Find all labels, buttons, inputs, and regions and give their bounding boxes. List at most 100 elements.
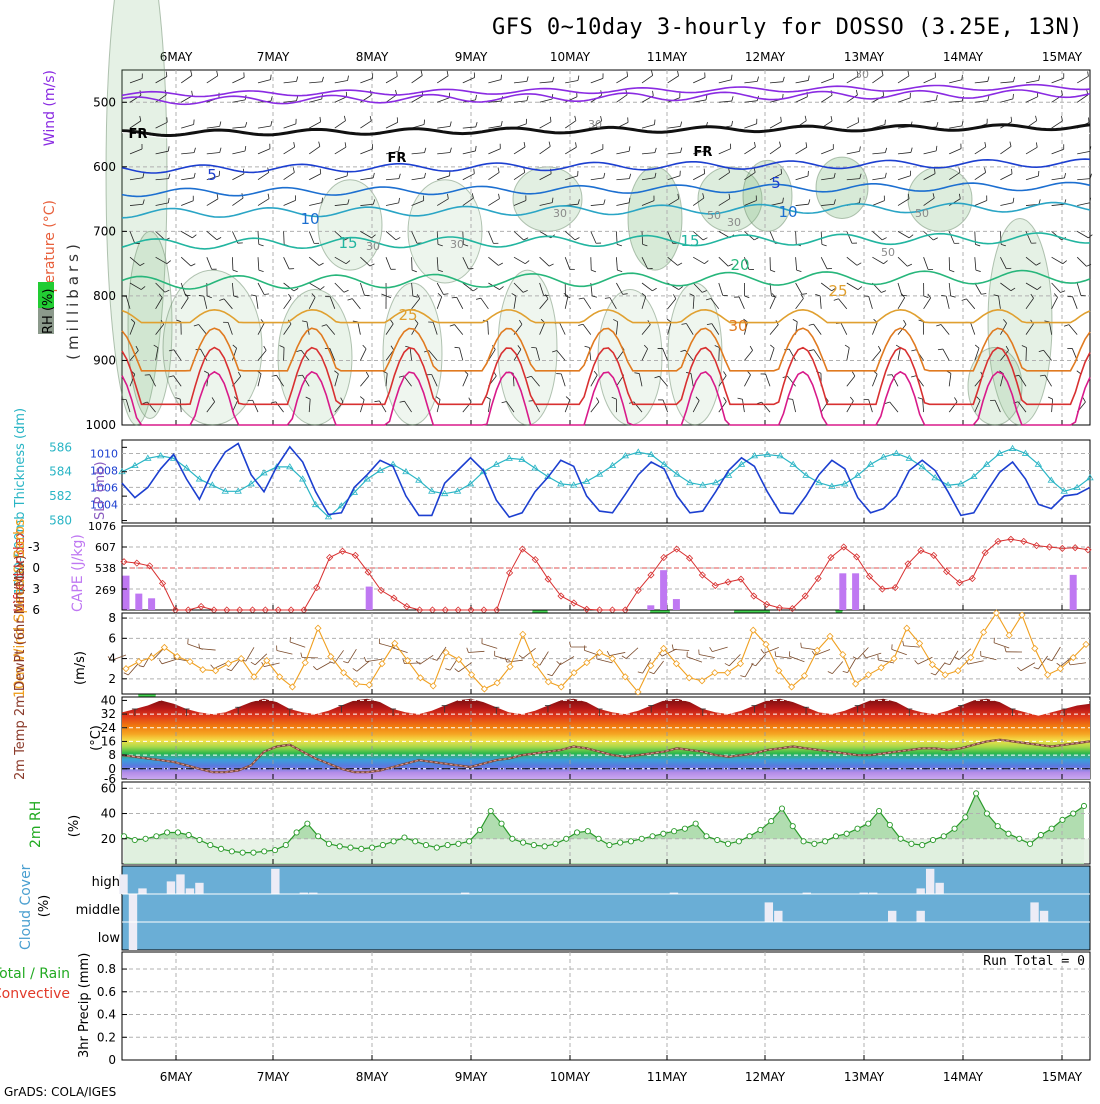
cloud-bar: [774, 911, 782, 922]
cape-bar: [135, 594, 142, 610]
cape-bar: [839, 573, 846, 610]
rh-point: [963, 815, 968, 820]
y-tick-label: 2: [108, 672, 116, 686]
y-tick-label: 800: [93, 289, 116, 303]
bottom-date-label: 8MAY: [356, 1070, 389, 1084]
rh-point: [434, 845, 439, 850]
rh-point: [941, 834, 946, 839]
y-tick-label: 6: [108, 631, 116, 645]
y-tick-label: 3: [32, 582, 40, 596]
cape-bar: [660, 570, 667, 610]
rh-point: [618, 840, 623, 845]
rh-point: [585, 829, 590, 834]
cape-tick-label: 269: [95, 584, 116, 597]
cape-bar: [148, 598, 155, 610]
rh-point: [909, 841, 914, 846]
isotherm-label: 25: [398, 306, 417, 324]
isotherm-label: 5: [771, 174, 781, 192]
temp-ylabel-left: 2m Temp 2m DewPt (6hr Min/Max): [13, 555, 28, 780]
pressure-ylabel: (millibars): [64, 240, 82, 360]
rh-point: [596, 836, 601, 841]
rh-point: [887, 822, 892, 827]
rh-point: [920, 842, 925, 847]
y-tick-label: 0.8: [97, 962, 116, 976]
rh-point: [1081, 803, 1086, 808]
y-tick-label: 0: [32, 561, 40, 575]
y-tick-label: -3: [28, 540, 40, 554]
rh-point: [747, 834, 752, 839]
rh-point: [348, 845, 353, 850]
rh-point: [402, 835, 407, 840]
top-date-label: 6MAY: [160, 50, 193, 64]
cloud-bar: [916, 911, 924, 922]
y-tick-label: 32: [101, 707, 116, 721]
top-date-label: 11MAY: [647, 50, 688, 64]
chart-title: GFS 0~10day 3-hourly for DOSSO (3.25E, 1…: [492, 15, 1083, 40]
rh-point: [607, 842, 612, 847]
rh-point: [510, 836, 515, 841]
rh-point: [380, 842, 385, 847]
bottom-date-label: 14MAY: [943, 1070, 984, 1084]
wind-ylabel: Wind (m/s): [42, 70, 58, 146]
rh-point: [553, 841, 558, 846]
rh-point: [294, 830, 299, 835]
rh-point: [488, 808, 493, 813]
rh-point: [650, 834, 655, 839]
rh-point: [974, 791, 979, 796]
slp-tick-label: 1010: [90, 448, 118, 461]
rh-point: [866, 821, 871, 826]
isotherm-label: 15: [680, 232, 699, 250]
rh-point: [639, 836, 644, 841]
upper-wind-barb: [232, 257, 233, 270]
rh-point: [262, 849, 267, 854]
cape-bar: [123, 576, 130, 610]
top-date-label: 10MAY: [550, 50, 591, 64]
rh-point: [208, 842, 213, 847]
rh-point: [984, 811, 989, 816]
cloud-row-label: middle: [76, 903, 120, 918]
upper-wind-barb: [719, 347, 720, 360]
rh-key-label: RH (%): [41, 289, 56, 334]
cloud-bar: [1040, 911, 1048, 922]
y-tick-label: 900: [93, 353, 116, 367]
rh-point: [1027, 841, 1032, 846]
cape-bar: [852, 573, 859, 610]
rh-point: [930, 837, 935, 842]
isotherm-label: 25: [828, 282, 847, 300]
cloud-bar: [186, 888, 194, 894]
rh-point: [413, 839, 418, 844]
isotherm-label: 5: [207, 166, 217, 184]
y-tick-label: 8: [108, 748, 116, 762]
y-tick-label: 0.2: [97, 1030, 116, 1044]
precip-conv-label: Convective: [0, 986, 70, 1002]
rh-contour-label: 30: [450, 238, 464, 251]
rh-point: [725, 841, 730, 846]
rh-point: [531, 842, 536, 847]
rh-point: [467, 839, 472, 844]
y-tick-label: 40: [101, 693, 116, 707]
rh-unit: (%): [67, 815, 82, 838]
rh-contour-label: 50: [707, 209, 721, 222]
rh-point: [477, 827, 482, 832]
rh-point: [844, 831, 849, 836]
rh-key: RH (%): [38, 282, 56, 334]
rh-point: [456, 841, 461, 846]
cloud-row-label: high: [92, 875, 120, 890]
rh-point: [876, 808, 881, 813]
isotherm-label: 30: [728, 317, 747, 335]
bottom-date-label: 15MAY: [1042, 1070, 1083, 1084]
rh-point: [823, 839, 828, 844]
rh-contour-label: 30: [588, 118, 602, 131]
precip-total-label: Total / Rain: [0, 966, 70, 982]
upper-wind-barb-flag: [704, 169, 705, 174]
y-tick-label: 586: [49, 440, 72, 454]
rh-point: [251, 850, 256, 855]
y-tick-label: 40: [101, 807, 116, 821]
y-tick-label: 0: [108, 1053, 116, 1067]
slp-ylabel: SLP (mb): [93, 461, 108, 520]
